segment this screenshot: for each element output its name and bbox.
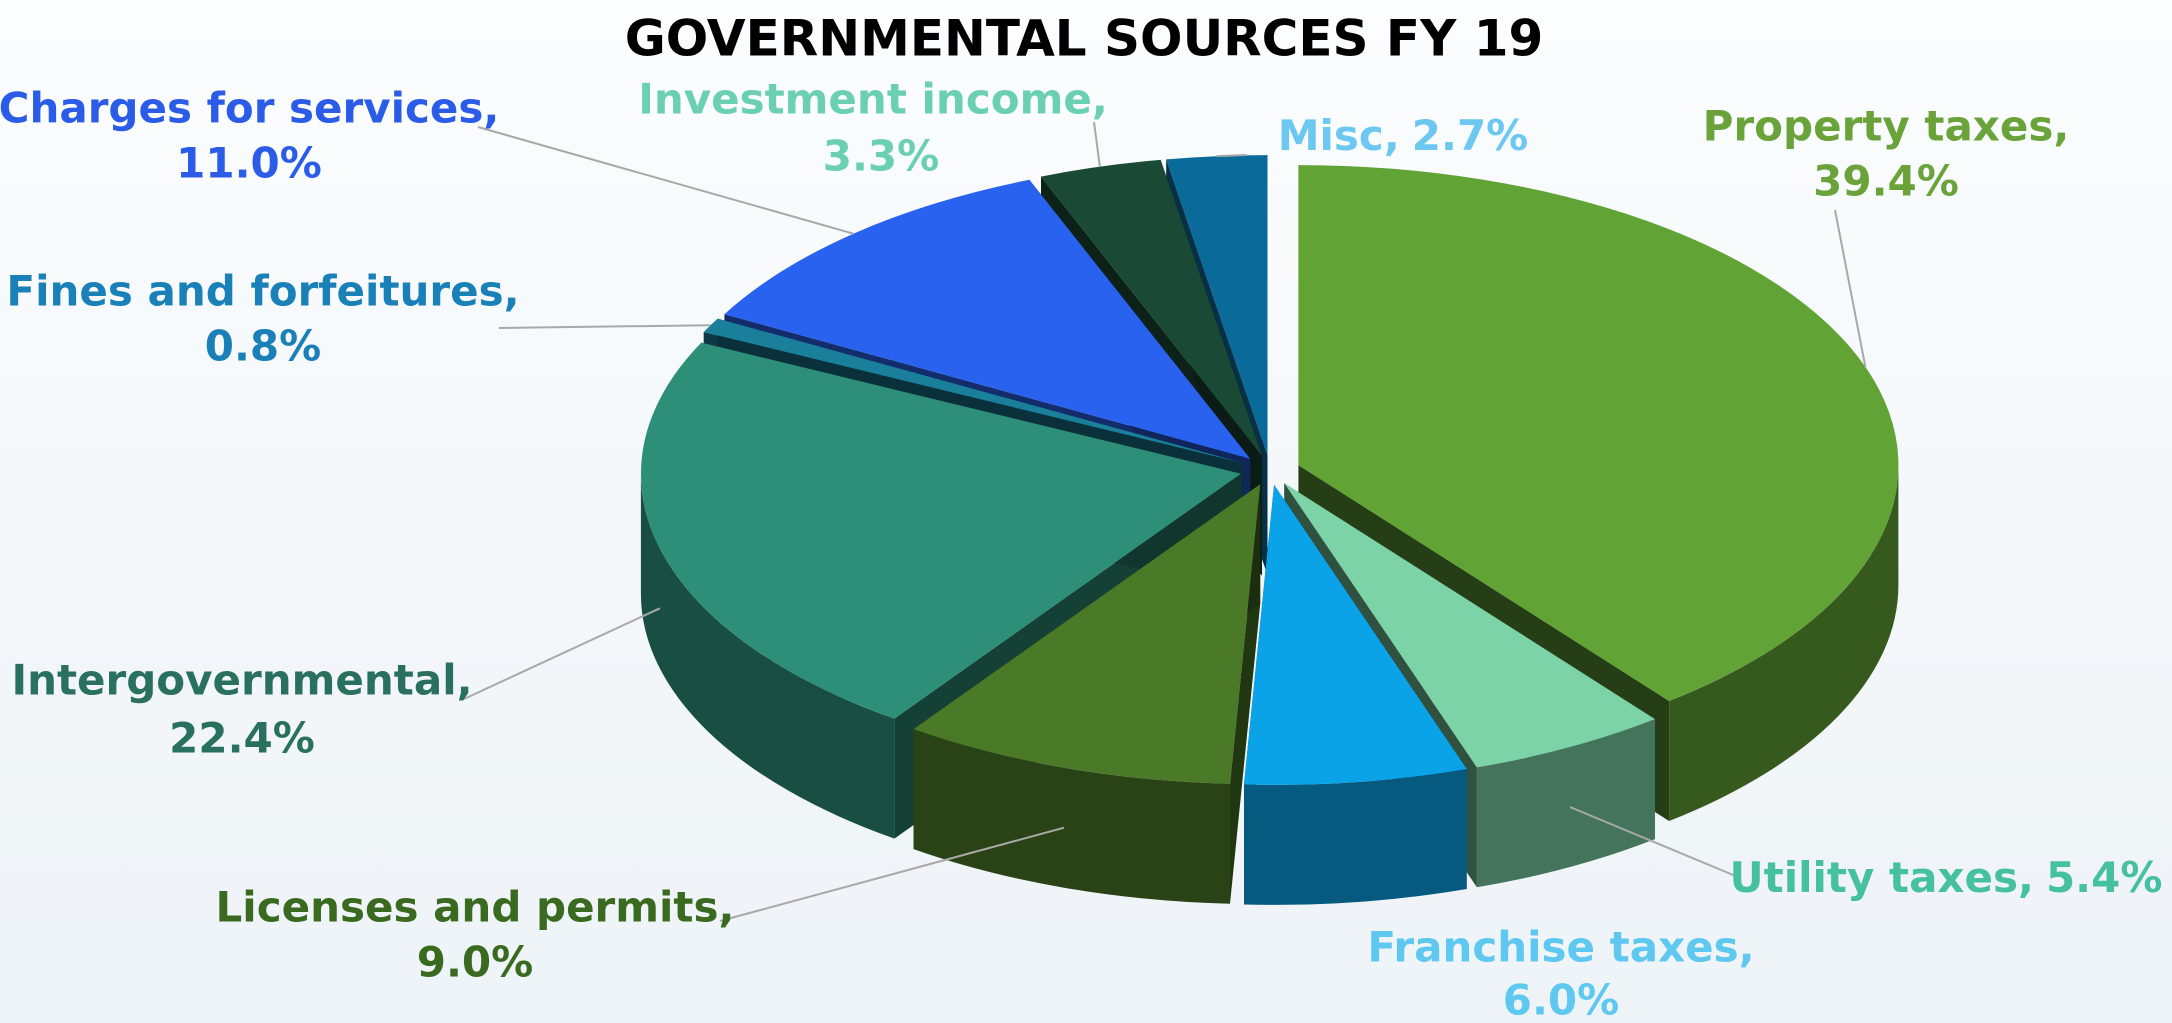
slice bbox=[1284, 483, 1655, 768]
leader-line bbox=[1216, 154, 1248, 158]
value-label: 9.0% bbox=[417, 938, 533, 987]
slice-side bbox=[640, 473, 895, 839]
value-label: 39.4% bbox=[1813, 157, 1959, 206]
data-label: Misc, 2.7% bbox=[1278, 111, 1529, 160]
slice-side bbox=[1476, 719, 1655, 888]
slice-side bbox=[1244, 769, 1467, 905]
slice bbox=[1166, 155, 1268, 456]
leader-line bbox=[1093, 121, 1101, 167]
value-label: 11.0% bbox=[176, 139, 322, 188]
leader-line bbox=[477, 126, 854, 235]
chart-title: GOVERNMENTAL SOURCES FY 19 bbox=[625, 10, 1544, 68]
slice bbox=[1041, 159, 1262, 456]
category-label: Charges for services, bbox=[0, 84, 499, 133]
slice bbox=[724, 179, 1251, 459]
data-label: Utility taxes, 5.4% bbox=[1730, 853, 2163, 902]
leader-line bbox=[498, 324, 711, 329]
slice bbox=[703, 318, 1244, 464]
leader-line bbox=[463, 607, 661, 700]
leader-line bbox=[1569, 806, 1739, 878]
slice bbox=[640, 342, 1241, 719]
value-label: 6.0% bbox=[1503, 976, 1619, 1023]
category-label: Property taxes, bbox=[1703, 102, 2070, 151]
category-label: Licenses and permits, bbox=[216, 883, 735, 932]
category-label: Utility taxes, bbox=[1730, 853, 2034, 902]
category-label: Franchise taxes, bbox=[1367, 923, 1754, 972]
value-label: 5.4% bbox=[2046, 853, 2162, 902]
leader-line bbox=[1834, 209, 1867, 368]
slice-side bbox=[913, 729, 1230, 904]
value-label: 0.8% bbox=[205, 322, 321, 371]
slice bbox=[1244, 484, 1467, 785]
slice-side bbox=[1669, 465, 1899, 821]
value-label: 2.7% bbox=[1412, 111, 1528, 160]
leader-line bbox=[719, 826, 1065, 922]
value-label: 22.4% bbox=[169, 714, 315, 763]
category-label: Fines and forfeitures, bbox=[6, 267, 519, 316]
slice bbox=[1298, 165, 1899, 702]
value-label: 3.3% bbox=[823, 132, 939, 181]
category-label: Misc, bbox=[1278, 111, 1400, 160]
slice bbox=[913, 484, 1261, 784]
category-label: Investment income, bbox=[638, 75, 1108, 124]
category-label: Intergovernmental, bbox=[11, 656, 472, 705]
